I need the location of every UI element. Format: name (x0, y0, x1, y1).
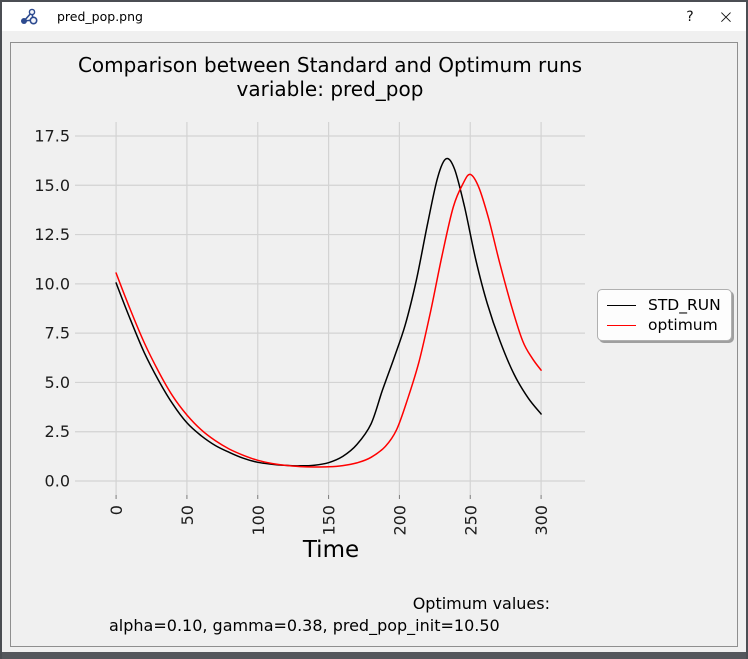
window-bottom-edge (2, 652, 746, 659)
legend-label-optimum: optimum (648, 316, 718, 334)
chart-title-line1: Comparison between Standard and Optimum … (77, 53, 583, 77)
app-icon (19, 7, 39, 27)
chart-title: Comparison between Standard and Optimum … (75, 53, 585, 101)
legend: STD_RUN optimum (597, 289, 732, 341)
help-button[interactable]: ? (672, 2, 708, 31)
legend-label-std-run: STD_RUN (648, 296, 721, 314)
legend-line-optimum (607, 324, 636, 326)
window-title: pred_pop.png (57, 9, 143, 24)
titlebar: pred_pop.png ? × (2, 2, 746, 31)
legend-line-std-run (607, 304, 636, 306)
x-axis-label: Time (302, 537, 360, 563)
optimum-values-params: alpha=0.10, gamma=0.38, pred_pop_init=10… (109, 616, 500, 635)
chart-title-line2: variable: pred_pop (236, 77, 424, 101)
legend-item-optimum: optimum (607, 315, 721, 335)
legend-item-std-run: STD_RUN (607, 295, 721, 315)
optimum-values-heading: Optimum values: (412, 594, 550, 613)
close-button[interactable]: × (708, 2, 744, 31)
